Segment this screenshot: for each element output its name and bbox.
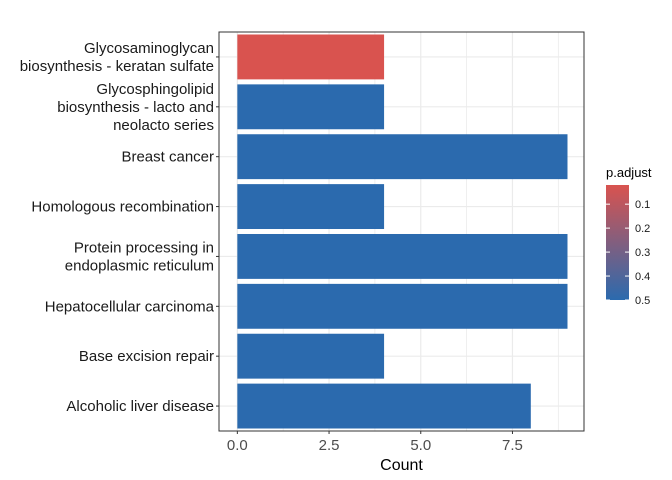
category-label: Glycosaminoglycan biosynthesis - keratan … [20, 40, 214, 75]
bar [237, 184, 385, 230]
x-axis: 0.0 2.5 5.0 7.5 [227, 431, 523, 454]
bar [237, 233, 568, 279]
category-label: Hepatocellular carcinoma [45, 298, 215, 315]
legend-tick-label: 0.5 [635, 295, 650, 307]
category-label: Alcoholic liver disease [66, 398, 214, 415]
legend-tick-label: 0.1 [635, 199, 650, 211]
category-label: Breast cancer [121, 149, 214, 166]
bar [237, 84, 385, 130]
bar [237, 383, 531, 429]
bar [237, 333, 385, 379]
legend-title: p.adjust [606, 165, 652, 180]
legend-tick-label: 0.3 [635, 247, 650, 259]
bar [237, 34, 385, 80]
panel-border [218, 31, 585, 432]
legend-colorbar [606, 185, 629, 300]
bar [237, 283, 568, 329]
legend-tick-label: 0.4 [635, 271, 650, 283]
bar [237, 134, 568, 180]
bars [237, 34, 568, 429]
legend: p.adjust 0.1 0.2 0.3 0.4 0.5 [606, 165, 652, 307]
category-label: Homologous recombination [31, 199, 214, 216]
legend-tick-label: 0.2 [635, 223, 650, 235]
x-axis-title: Count [380, 457, 423, 474]
category-label: Protein processing in endoplasmic reticul… [65, 239, 214, 274]
x-tick-label: 2.5 [319, 437, 340, 454]
x-tick-label: 7.5 [502, 437, 523, 454]
x-tick-label: 5.0 [410, 437, 431, 454]
y-axis-labels: Glycosaminoglycan biosynthesis - keratan … [20, 40, 219, 415]
category-label: Glycosphingolipid biosynthesis - lacto an… [57, 81, 214, 134]
category-label: Base excision repair [79, 348, 214, 365]
x-tick-label: 0.0 [227, 437, 248, 454]
